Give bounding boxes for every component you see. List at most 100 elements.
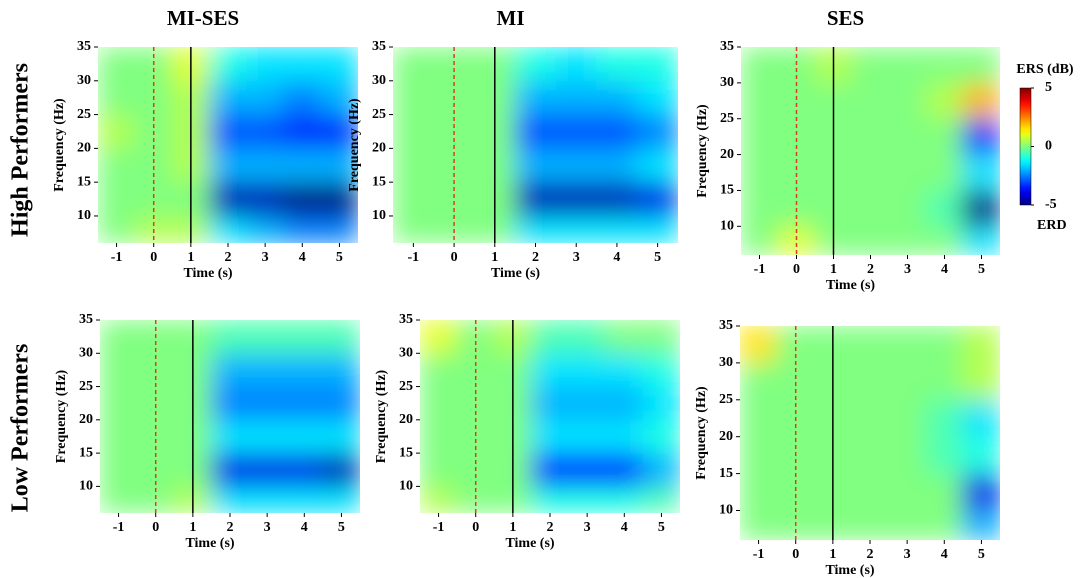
heatmap-cell [393, 215, 435, 243]
x-tick-label: 4 [941, 262, 948, 277]
heatmap-cell [248, 452, 287, 487]
heatmap-cell [420, 320, 458, 354]
heatmap-cell [925, 326, 964, 364]
heatmap-cell [605, 352, 644, 388]
heatmap-cell [322, 320, 360, 354]
heatmap-cell [320, 47, 358, 82]
heatmap-cell [322, 352, 360, 388]
heatmap-cell [850, 509, 890, 540]
heatmap-cell [925, 82, 964, 120]
heatmap-cell [555, 181, 598, 217]
heatmap-cell [642, 386, 680, 421]
heatmap-cell [851, 189, 890, 227]
heatmap-cell [420, 452, 458, 487]
heatmap-cell [925, 225, 964, 255]
x-axis-label: Time (s) [825, 563, 874, 578]
heatmap [393, 47, 678, 243]
heatmap-cell [320, 215, 358, 243]
heatmap-cell [514, 181, 557, 217]
heatmap-cell [888, 473, 927, 511]
heatmap-cell [208, 181, 248, 217]
heatmap-cell [420, 485, 458, 513]
heatmap-cell [568, 419, 607, 454]
y-tick-label: 20 [77, 141, 91, 156]
heatmap-cell [888, 509, 927, 540]
heatmap-cell [248, 419, 287, 454]
heatmap-cell [530, 419, 570, 454]
x-tick-label: 4 [941, 547, 948, 562]
y-tick-label: 35 [372, 39, 386, 54]
heatmap-cell [283, 147, 322, 183]
heatmap-cell [642, 320, 680, 354]
x-tick-label: 1 [829, 547, 836, 562]
x-tick-label: 3 [904, 262, 911, 277]
heatmap-cell [100, 452, 138, 487]
y-tick-label: 10 [719, 503, 733, 518]
x-tick-label: 1 [491, 250, 498, 265]
heatmap-cell [850, 399, 890, 438]
row-label: High Performers [8, 63, 34, 237]
x-tick-label: 0 [472, 520, 479, 535]
heatmap-cell [246, 147, 285, 183]
heatmap-cell [850, 362, 890, 401]
heatmap-cell [888, 436, 927, 475]
heatmap-cell [98, 147, 136, 183]
y-tick-label: 30 [372, 73, 386, 88]
y-tick-label: 20 [720, 147, 734, 162]
y-tick-label: 20 [399, 412, 413, 427]
chart-title: MI [497, 6, 525, 30]
heatmap [98, 47, 358, 243]
heatmap-cell [530, 352, 570, 388]
heatmap-cell [962, 47, 1000, 84]
heatmap-cell [740, 362, 778, 401]
heatmap-cell [568, 386, 607, 421]
heatmap-cell [322, 452, 360, 487]
x-tick-label: 3 [262, 250, 269, 265]
heatmap-cell [283, 114, 322, 149]
heatmap-cell [98, 114, 136, 149]
x-tick-label: 3 [573, 250, 580, 265]
heatmap-cell [320, 114, 358, 149]
heatmap [420, 320, 680, 513]
y-tick-label: 20 [372, 141, 386, 156]
x-axis-label: Time (s) [505, 536, 554, 551]
heatmap-cells [100, 320, 360, 513]
heatmap-cell [962, 436, 1000, 475]
heatmap-cell [605, 320, 644, 354]
x-tick-label: 2 [867, 262, 874, 277]
heatmap-cell [555, 215, 598, 243]
x-tick-label: 4 [621, 520, 628, 535]
heatmap-cell [851, 154, 890, 191]
heatmap-cell [320, 80, 358, 116]
x-tick-label: 0 [150, 250, 157, 265]
heatmap-cell [285, 485, 324, 513]
heatmap-cell [596, 80, 638, 116]
x-tick-label: 3 [904, 547, 911, 562]
y-tick-label: 10 [399, 479, 413, 494]
heatmap-cell [283, 80, 322, 116]
y-tick-label: 30 [720, 75, 734, 90]
y-tick-label: 35 [399, 312, 413, 327]
x-axis-label: Time (s) [491, 266, 540, 281]
heatmap-cell [636, 80, 678, 116]
x-tick-label: -1 [433, 520, 445, 535]
heatmap-cell [741, 82, 779, 120]
heatmap-cell [741, 47, 779, 84]
heatmap-cell [596, 114, 638, 149]
colorbar [1019, 87, 1032, 206]
x-tick-label: 0 [793, 262, 800, 277]
heatmap-cell [555, 114, 598, 149]
y-tick-label: 15 [77, 174, 91, 189]
x-tick-label: 5 [654, 250, 661, 265]
row-label: Low Performers [8, 344, 34, 513]
x-tick-label: 0 [152, 520, 159, 535]
heatmap-cell [741, 225, 779, 255]
heatmap-cell [393, 147, 435, 183]
heatmap-cell [246, 80, 285, 116]
heatmap-cell [100, 485, 138, 513]
y-tick-label: 15 [719, 466, 733, 481]
heatmap-cell [322, 419, 360, 454]
heatmap-cell [514, 147, 557, 183]
heatmap-cell [246, 181, 285, 217]
